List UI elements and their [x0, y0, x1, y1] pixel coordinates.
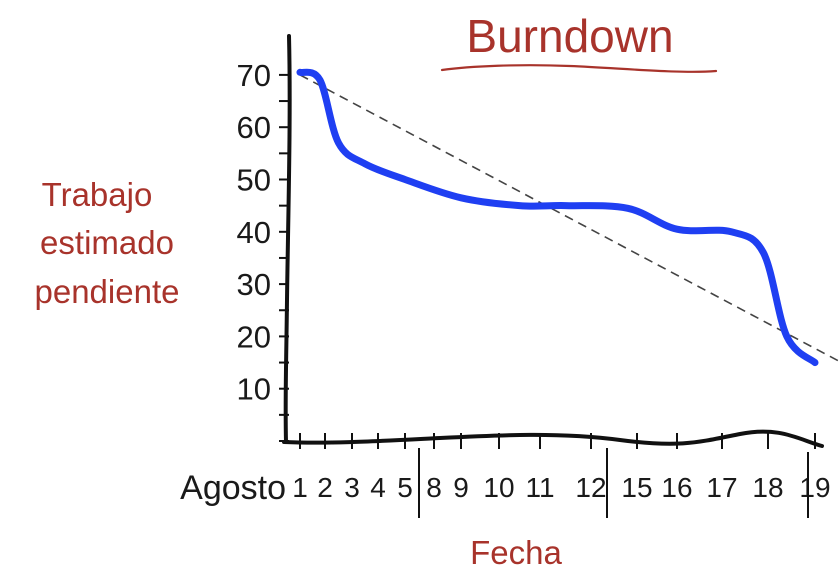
y-tick-label: 10: [237, 372, 271, 407]
y-axis-label-line: pendiente: [35, 273, 180, 310]
x-tick-label: 15: [621, 472, 652, 503]
title-underline: [440, 64, 718, 73]
chart-title: Burndown: [466, 10, 673, 62]
x-tick-label: 12: [575, 472, 606, 503]
x-axis: [282, 429, 824, 448]
x-tick-label: 10: [483, 472, 514, 503]
x-tick-label: 5: [397, 472, 413, 503]
y-axis-label-line: Trabajo: [42, 176, 153, 213]
y-tick-label: 50: [237, 163, 271, 198]
x-ticks: 1 2 3 4 5 8 9 10 11 12 15 16 17 18 19: [292, 433, 831, 518]
x-tick-label: 17: [706, 472, 737, 503]
y-axis: [283, 34, 292, 444]
actual-burndown-line: [296, 68, 819, 367]
y-tick-label: 40: [237, 215, 271, 250]
x-tick-label: 4: [370, 472, 386, 503]
y-tick-label: 70: [237, 58, 271, 93]
x-axis-label: Fecha: [470, 534, 562, 571]
x-tick-label: 18: [752, 472, 783, 503]
y-ticks: 10 20 30 40 50 60 70: [237, 58, 289, 442]
y-tick-label: 20: [237, 319, 271, 354]
x-tick-label: 9: [453, 472, 469, 503]
x-tick-label: 1: [292, 472, 308, 503]
x-tick-label: 16: [661, 472, 692, 503]
x-tick-label: 8: [426, 472, 442, 503]
y-axis-label-line: estimado: [40, 224, 174, 261]
x-axis-month: Agosto: [180, 469, 286, 507]
x-tick-label: 3: [344, 472, 360, 503]
y-tick-label: 60: [237, 110, 271, 145]
ideal-burndown-line: [299, 74, 839, 363]
x-tick-label: 2: [317, 472, 333, 503]
y-tick-label: 30: [237, 267, 271, 302]
x-tick-label: 19: [799, 472, 830, 503]
x-tick-label: 11: [525, 472, 554, 503]
y-axis-label: Trabajo estimado pendiente: [35, 176, 180, 310]
